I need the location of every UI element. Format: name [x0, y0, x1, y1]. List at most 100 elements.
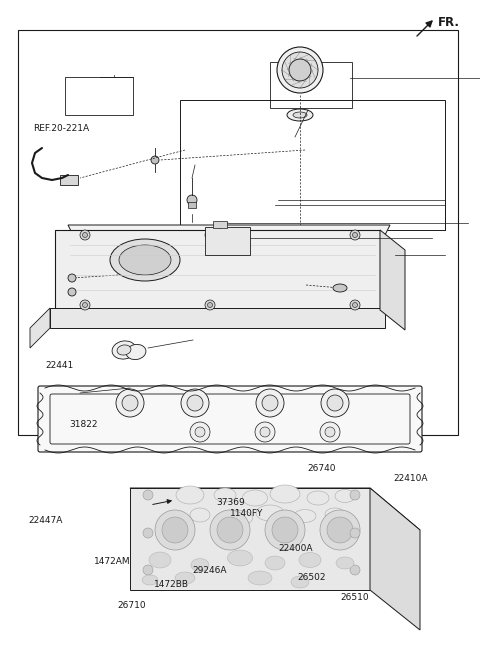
Ellipse shape: [190, 508, 210, 522]
Text: 1140FY: 1140FY: [230, 509, 264, 518]
Circle shape: [320, 422, 340, 442]
Polygon shape: [380, 230, 405, 330]
Polygon shape: [130, 488, 370, 590]
Text: 22400A: 22400A: [278, 544, 313, 554]
Circle shape: [68, 288, 76, 296]
FancyBboxPatch shape: [38, 386, 422, 452]
Ellipse shape: [333, 284, 347, 292]
Text: 1472AM: 1472AM: [94, 557, 130, 566]
Circle shape: [327, 395, 343, 411]
Circle shape: [207, 303, 213, 307]
Circle shape: [277, 47, 323, 93]
Ellipse shape: [228, 550, 252, 566]
Text: 37369: 37369: [216, 498, 245, 507]
Text: 26502: 26502: [298, 573, 326, 582]
Circle shape: [181, 389, 209, 417]
Circle shape: [80, 230, 90, 240]
Circle shape: [260, 427, 270, 437]
Ellipse shape: [117, 345, 131, 355]
Circle shape: [320, 510, 360, 550]
Polygon shape: [130, 488, 420, 530]
Polygon shape: [55, 230, 380, 310]
Ellipse shape: [228, 510, 252, 526]
Circle shape: [272, 517, 298, 543]
Circle shape: [207, 233, 213, 237]
Circle shape: [350, 528, 360, 538]
Bar: [18, 30, 458, 435]
Circle shape: [265, 510, 305, 550]
Bar: [205, 227, 250, 255]
Circle shape: [289, 59, 311, 81]
Ellipse shape: [191, 558, 209, 572]
Ellipse shape: [142, 575, 158, 585]
Ellipse shape: [291, 576, 309, 588]
Ellipse shape: [119, 245, 171, 275]
Circle shape: [350, 490, 360, 500]
Ellipse shape: [126, 344, 146, 360]
Circle shape: [205, 230, 215, 240]
Text: REF.20-221A: REF.20-221A: [33, 123, 89, 133]
Text: 1472BB: 1472BB: [154, 580, 189, 589]
Bar: [65, 77, 133, 115]
Circle shape: [352, 303, 358, 307]
Polygon shape: [50, 308, 385, 328]
Circle shape: [143, 528, 153, 538]
Circle shape: [256, 389, 284, 417]
Circle shape: [190, 422, 210, 442]
Ellipse shape: [265, 556, 285, 570]
Ellipse shape: [270, 485, 300, 503]
Polygon shape: [68, 225, 390, 265]
Ellipse shape: [248, 571, 272, 585]
Ellipse shape: [287, 109, 313, 121]
FancyBboxPatch shape: [50, 394, 410, 444]
Circle shape: [68, 274, 76, 282]
Ellipse shape: [176, 486, 204, 504]
Ellipse shape: [175, 572, 195, 584]
Circle shape: [205, 300, 215, 310]
Text: 22441: 22441: [46, 361, 74, 370]
Circle shape: [143, 565, 153, 575]
Circle shape: [255, 422, 275, 442]
Ellipse shape: [242, 490, 267, 506]
Text: 26740: 26740: [307, 464, 336, 474]
Circle shape: [80, 300, 90, 310]
Circle shape: [162, 517, 188, 543]
Ellipse shape: [112, 341, 136, 359]
Circle shape: [195, 427, 205, 437]
Ellipse shape: [256, 505, 284, 521]
Circle shape: [350, 565, 360, 575]
Text: FR.: FR.: [438, 15, 460, 29]
Ellipse shape: [325, 508, 345, 520]
Circle shape: [210, 510, 250, 550]
Circle shape: [217, 517, 243, 543]
Polygon shape: [370, 488, 420, 630]
Text: 22447A: 22447A: [29, 516, 63, 525]
Ellipse shape: [336, 557, 354, 569]
Circle shape: [151, 156, 159, 164]
Text: 26710: 26710: [118, 601, 146, 610]
Ellipse shape: [293, 112, 307, 118]
Text: 29246A: 29246A: [192, 566, 227, 576]
Bar: [188, 202, 196, 208]
Ellipse shape: [307, 491, 329, 505]
Circle shape: [83, 303, 87, 307]
Circle shape: [321, 389, 349, 417]
Circle shape: [350, 300, 360, 310]
Text: 26510: 26510: [341, 593, 370, 602]
Circle shape: [262, 395, 278, 411]
Bar: [270, 62, 352, 108]
Text: 22410A: 22410A: [394, 474, 428, 484]
Circle shape: [155, 510, 195, 550]
Bar: [213, 221, 227, 228]
Ellipse shape: [110, 239, 180, 281]
Circle shape: [187, 395, 203, 411]
Polygon shape: [30, 308, 50, 348]
Circle shape: [350, 230, 360, 240]
Circle shape: [116, 389, 144, 417]
Ellipse shape: [299, 552, 321, 568]
Circle shape: [282, 52, 318, 88]
Circle shape: [83, 233, 87, 237]
Circle shape: [143, 490, 153, 500]
Circle shape: [325, 427, 335, 437]
Ellipse shape: [335, 490, 355, 502]
